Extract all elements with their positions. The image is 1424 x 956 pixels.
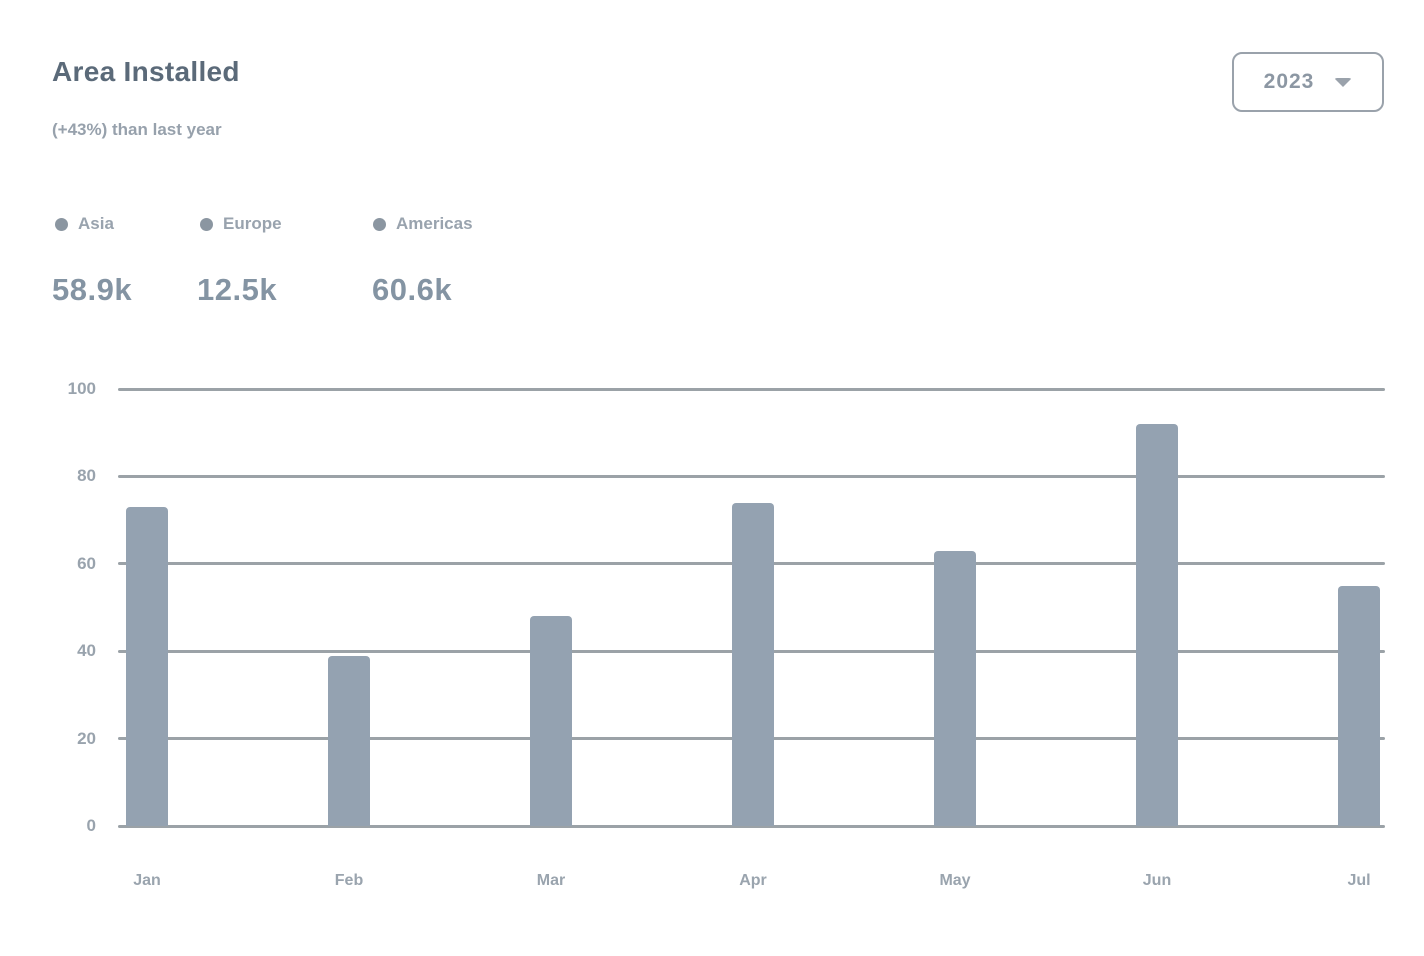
x-axis: Jan Feb Mar Apr May Jun Jul	[118, 872, 1385, 902]
bar-feb[interactable]	[328, 655, 370, 826]
legend-dot-icon	[200, 217, 213, 231]
legend-total-europe: 12.5k	[197, 272, 278, 307]
bar-apr[interactable]	[732, 502, 774, 826]
grid-line-80	[118, 474, 1385, 478]
x-axis-label-may: May	[939, 872, 971, 889]
bar-mar[interactable]	[530, 616, 572, 826]
x-axis-label-jun: Jun	[1142, 872, 1172, 889]
year-dropdown-value: 2023	[1263, 70, 1315, 93]
page-title: Area Installed	[52, 56, 240, 87]
y-axis-label-20: 20	[77, 728, 96, 748]
x-axis-label-mar: Mar	[536, 872, 566, 889]
x-axis-label-jul: Jul	[1347, 872, 1371, 889]
legend-total-asia: 58.9k	[52, 272, 133, 307]
legend-label: Europe	[223, 214, 282, 233]
chevron-down-icon	[1334, 77, 1353, 87]
legend-dot-icon	[55, 217, 68, 231]
y-axis: 0 20 40 60 80 100	[30, 379, 96, 835]
subtitle-change-vs-last-year: (+43%) than last year	[52, 120, 222, 139]
x-axis-label-feb: Feb	[334, 872, 364, 889]
legend-label: Americas	[396, 214, 473, 233]
legend-total-americas: 60.6k	[372, 272, 453, 307]
bar-chart-plot-area	[118, 387, 1385, 828]
grid-line-100	[118, 387, 1385, 391]
legend-item-europe[interactable]: Europe	[200, 214, 282, 234]
legend-item-asia[interactable]: Asia	[55, 214, 114, 234]
y-axis-label-100: 100	[67, 379, 96, 398]
y-axis-label-40: 40	[77, 641, 96, 661]
legend-label: Asia	[78, 214, 114, 233]
bar-jul[interactable]	[1338, 585, 1380, 826]
bar-jun[interactable]	[1136, 423, 1178, 826]
y-axis-label-60: 60	[77, 553, 96, 573]
x-axis-label-apr: Apr	[739, 872, 767, 889]
bar-may[interactable]	[934, 550, 976, 826]
bar-jan[interactable]	[126, 507, 168, 826]
legend-item-americas[interactable]: Americas	[373, 214, 473, 234]
year-dropdown[interactable]: 2023	[1232, 52, 1384, 112]
grid-line-0	[118, 824, 1385, 828]
y-axis-label-0: 0	[86, 816, 96, 835]
y-axis-label-80: 80	[77, 466, 96, 486]
x-axis-label-jan: Jan	[133, 872, 161, 889]
legend-dot-icon	[373, 217, 386, 231]
